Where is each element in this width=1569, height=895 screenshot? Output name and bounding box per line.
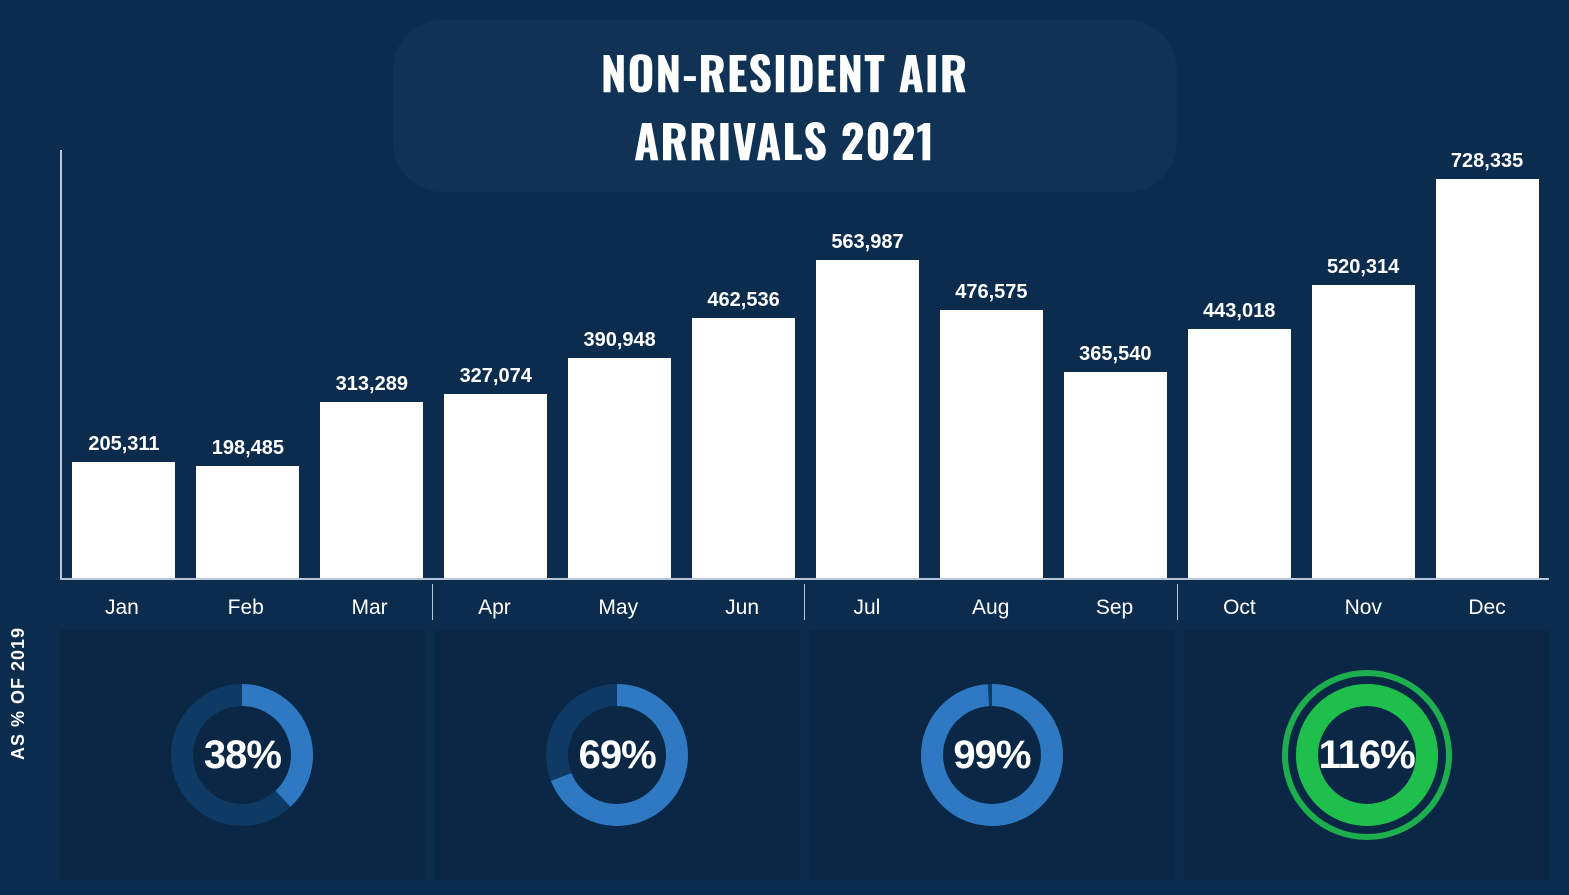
bar-value-label: 313,289 <box>336 373 408 396</box>
month-label: Jul <box>805 584 929 620</box>
y-axis-side-label: AS % OF 2019 <box>8 627 29 760</box>
donut-gauge: 116% <box>1277 665 1457 845</box>
bar-jun: 462,536 <box>682 150 806 578</box>
bar-jul: 563,987 <box>806 150 930 578</box>
xaxis-group-q2: AprMayJun <box>433 584 806 620</box>
donut-gauge: 38% <box>152 665 332 845</box>
bar-jan: 205,311 <box>62 150 186 578</box>
xaxis-group-q3: JulAugSep <box>805 584 1178 620</box>
chart-container: NON-RESIDENT AIR ARRIVALS 2021 205,31119… <box>0 0 1569 895</box>
bar <box>196 466 299 578</box>
x-axis: JanFebMarAprMayJunJulAugSepOctNovDec <box>60 584 1549 620</box>
month-label: Mar <box>308 584 432 620</box>
bar-dec: 728,335 <box>1425 150 1549 578</box>
bar-value-label: 728,335 <box>1451 150 1523 173</box>
donut-pct-label: 38% <box>152 665 332 845</box>
donut-pct-label: 69% <box>527 665 707 845</box>
quarter-panel-q4: 116% <box>1184 630 1549 880</box>
bar-apr: 327,074 <box>434 150 558 578</box>
donut-pct-label: 99% <box>902 665 1082 845</box>
bar <box>692 318 795 578</box>
bar-aug: 476,575 <box>929 150 1053 578</box>
xaxis-group-q4: OctNovDec <box>1178 584 1550 620</box>
bar-value-label: 390,948 <box>583 329 655 352</box>
month-label: Dec <box>1425 584 1549 620</box>
month-label: Jan <box>60 584 184 620</box>
bar-oct: 443,018 <box>1177 150 1301 578</box>
bar-value-label: 198,485 <box>212 437 284 460</box>
bar <box>1188 329 1291 578</box>
bar <box>320 402 423 578</box>
bar-group-q2: 327,074 390,948 462,536 <box>434 150 806 578</box>
month-label: Feb <box>184 584 308 620</box>
month-label: Aug <box>929 584 1053 620</box>
bar-feb: 198,485 <box>186 150 310 578</box>
bar-value-label: 563,987 <box>831 231 903 254</box>
donut-gauge: 69% <box>527 665 707 845</box>
bar-sep: 365,540 <box>1053 150 1177 578</box>
bar-plot: 205,311 198,485 313,289 327,074 390,948 462,5… <box>60 150 1549 580</box>
xaxis-group-q1: JanFebMar <box>60 584 433 620</box>
bar-group-q3: 563,987 476,575 365,540 <box>806 150 1178 578</box>
month-label: Jun <box>680 584 804 620</box>
month-label: Apr <box>433 584 557 620</box>
month-label: Nov <box>1301 584 1425 620</box>
bar <box>816 260 919 578</box>
bar <box>1312 285 1415 578</box>
bar-value-label: 443,018 <box>1203 300 1275 323</box>
bar-value-label: 205,311 <box>88 433 159 456</box>
bar <box>444 394 547 578</box>
quarter-panel-q3: 99% <box>810 630 1175 880</box>
bar-may: 390,948 <box>558 150 682 578</box>
bar <box>568 358 671 578</box>
bar-value-label: 462,536 <box>707 289 779 312</box>
month-label: Sep <box>1053 584 1177 620</box>
bar-mar: 313,289 <box>310 150 434 578</box>
bar-value-label: 365,540 <box>1079 343 1151 366</box>
bar-value-label: 476,575 <box>955 281 1027 304</box>
quarter-panels: 38% 69% 99% 116% <box>60 630 1549 880</box>
bar <box>1064 372 1167 578</box>
donut-gauge: 99% <box>902 665 1082 845</box>
bar <box>1436 179 1539 578</box>
donut-pct-label: 116% <box>1277 665 1457 845</box>
bar <box>72 462 175 578</box>
quarter-panel-q1: 38% <box>60 630 425 880</box>
bar-group-q4: 443,018 520,314 728,335 <box>1177 150 1549 578</box>
bar <box>940 310 1043 578</box>
bar-value-label: 327,074 <box>460 365 532 388</box>
bar-group-q1: 205,311 198,485 313,289 <box>62 150 434 578</box>
bar-value-label: 520,314 <box>1327 256 1399 279</box>
bar-nov: 520,314 <box>1301 150 1425 578</box>
month-label: Oct <box>1178 584 1302 620</box>
quarter-panel-q2: 69% <box>435 630 800 880</box>
month-label: May <box>556 584 680 620</box>
